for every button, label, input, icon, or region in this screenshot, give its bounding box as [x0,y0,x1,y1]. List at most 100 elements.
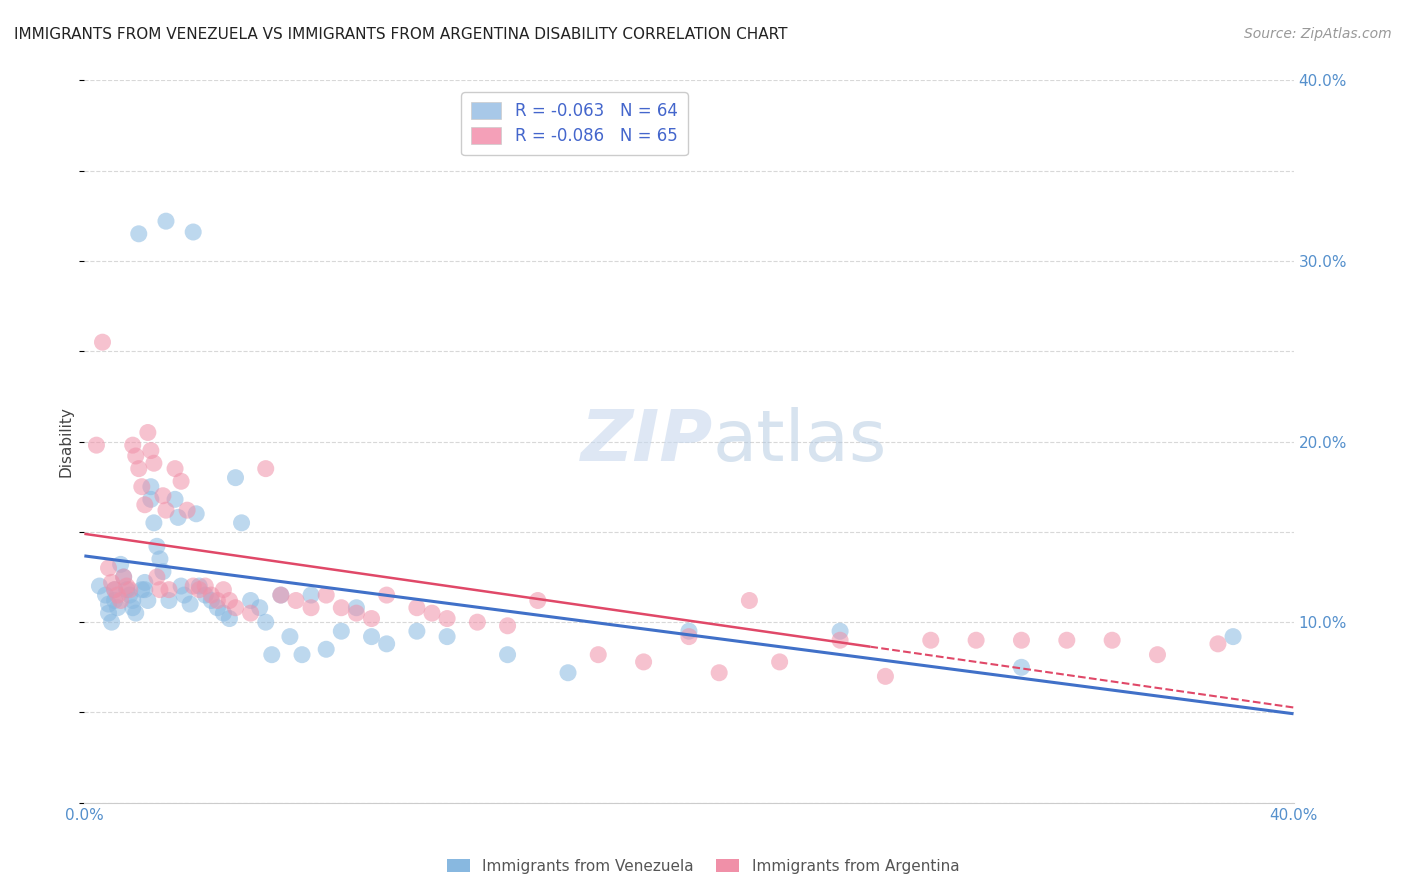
Point [588,648,610,662]
Point [375,637,398,651]
Point [115,582,138,597]
Point [94,588,117,602]
Point [1011,633,1033,648]
Point [830,633,852,648]
Point [207,600,229,615]
Point [149,582,172,597]
Point [330,600,353,615]
Point [167,510,190,524]
Point [139,492,162,507]
Point [149,552,172,566]
Point [188,582,211,597]
Point [218,611,240,625]
Point [170,475,193,489]
Point [165,461,187,475]
Point [194,579,217,593]
Point [249,600,271,615]
Y-axis label: Disability: Disability [59,406,75,477]
Point [1101,633,1123,648]
Point [157,582,180,597]
Point [254,615,277,630]
Point [965,633,987,648]
Point [125,606,148,620]
Point [139,480,162,494]
Point [142,456,165,470]
Point [360,630,382,644]
Point [97,597,120,611]
Point [291,648,314,662]
Point [239,606,262,620]
Point [467,615,489,630]
Point [678,624,700,639]
Point [157,593,180,607]
Point [769,655,792,669]
Point [527,593,550,607]
Point [128,227,150,241]
Point [346,600,368,615]
Point [165,492,187,507]
Point [142,516,165,530]
Point [285,593,308,607]
Point [155,503,177,517]
Point [152,489,174,503]
Point [112,570,135,584]
Point [420,606,443,620]
Point [360,611,382,625]
Point [89,579,111,593]
Point [254,461,277,475]
Point [299,588,322,602]
Point [406,600,429,615]
Point [186,507,208,521]
Point [207,593,229,607]
Point [128,461,150,475]
Point [139,443,162,458]
Point [225,471,247,485]
Point [830,624,852,639]
Point [678,630,700,644]
Point [104,582,127,597]
Point [1206,637,1229,651]
Point [875,669,897,683]
Point [181,579,204,593]
Point [181,225,204,239]
Point [179,597,201,611]
Point [496,619,519,633]
Point [406,624,429,639]
Point [146,570,169,584]
Point [173,588,195,602]
Point [633,655,655,669]
Point [346,606,368,620]
Point [146,539,169,553]
Point [155,214,177,228]
Point [188,579,211,593]
Point [212,582,235,597]
Point [134,575,156,590]
Point [134,498,156,512]
Point [104,582,127,597]
Point [125,449,148,463]
Point [152,565,174,579]
Point [121,600,143,615]
Point [121,593,143,607]
Point [299,600,322,615]
Point [121,438,143,452]
Point [436,611,458,625]
Point [436,630,458,644]
Point [110,558,132,572]
Point [1146,648,1168,662]
Point [1011,660,1033,674]
Point [131,480,153,494]
Point [176,503,198,517]
Point [118,582,141,597]
Point [194,588,217,602]
Point [112,570,135,584]
Point [315,642,337,657]
Point [170,579,193,593]
Point [920,633,942,648]
Point [131,582,153,597]
Point [270,588,292,602]
Point [104,593,127,607]
Point [136,593,159,607]
Point [218,593,240,607]
Point [1056,633,1078,648]
